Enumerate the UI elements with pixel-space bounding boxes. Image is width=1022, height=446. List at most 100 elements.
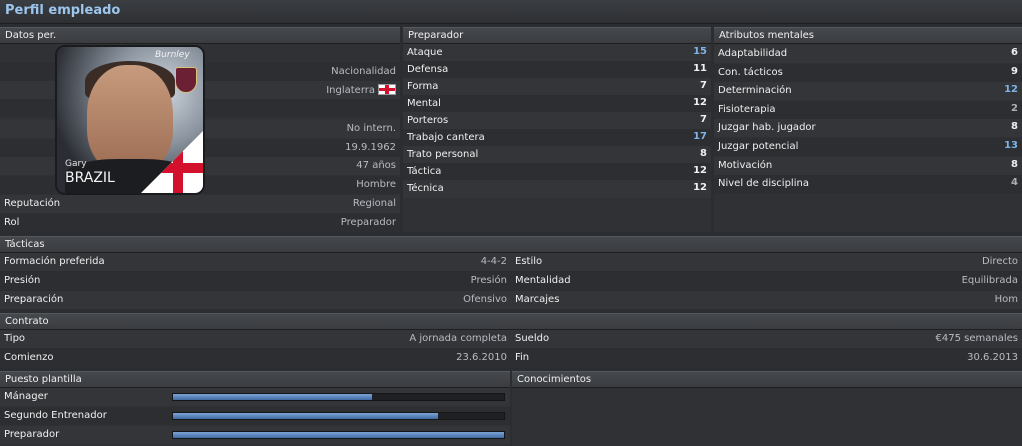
coaching-row: Ataque 15 <box>403 44 711 62</box>
flag-cross-horizontal <box>141 163 203 173</box>
birth-date: 19.9.1962 <box>345 142 396 153</box>
nationality-text: Inglaterra <box>326 85 375 96</box>
contract-row-left: Comienzo 23.6.2010 <box>0 349 511 367</box>
knowledge-header-label: Conocimientos <box>517 374 592 385</box>
coaching-attr-label: Trabajo cantera <box>407 132 485 143</box>
squad-position-row: Mánager <box>0 388 510 406</box>
coaching-attr-value: 15 <box>693 46 707 57</box>
mental-row: Determinación 12 <box>714 82 1022 101</box>
gender: Hombre <box>356 179 396 190</box>
coaching-row: Defensa 11 <box>403 61 711 79</box>
personal-header: Datos per. <box>0 27 400 44</box>
mental-header-label: Atributos mentales <box>719 30 815 41</box>
title-bar: Perfil empleado <box>0 0 1022 24</box>
coaching-row: Trato personal 8 <box>403 146 711 164</box>
staff-photo: Burnley Gary BRAZIL <box>55 45 205 195</box>
club-badge-text: Burnley <box>155 50 190 60</box>
squad-position-header: Puesto plantilla <box>0 371 510 388</box>
coaching-row: Técnica 12 <box>403 180 711 198</box>
tactics-label: Mentalidad <box>515 275 571 286</box>
england-flag-icon <box>378 84 396 95</box>
mental-attr-label: Con. tácticos <box>718 66 783 78</box>
squad-position-row: Segundo Entrenador <box>0 407 510 425</box>
contract-header: Contrato <box>0 313 1022 330</box>
coaching-attr-value: 12 <box>693 165 707 176</box>
mental-row: Nivel de disciplina 4 <box>714 175 1022 194</box>
coaching-attr-value: 12 <box>693 182 707 193</box>
mental-attr-label: Nivel de disciplina <box>718 178 809 190</box>
coaching-attr-value: 7 <box>700 80 707 91</box>
contract-label: Comienzo <box>4 352 54 363</box>
reputation-label: Reputación <box>4 198 61 209</box>
squad-position-bar-fill <box>173 432 504 438</box>
tactics-label: Estilo <box>515 256 543 267</box>
tactics-row-right: Marcajes Hom <box>511 291 1022 309</box>
mental-attr-value: 6 <box>1011 47 1018 58</box>
squad-position-bar <box>172 393 505 401</box>
mental-attr-value: 8 <box>1011 121 1018 133</box>
international-status: No intern. <box>346 123 396 134</box>
tactics-row-right: Estilo Directo <box>511 253 1022 271</box>
mental-attr-value: 2 <box>1011 102 1018 114</box>
tactics-value: Hom <box>994 294 1018 305</box>
squad-position-label: Segundo Entrenador <box>4 410 107 421</box>
coaching-attr-value: 12 <box>693 97 707 108</box>
tactics-label: Presión <box>4 275 41 286</box>
squad-position-header-label: Puesto plantilla <box>5 374 82 385</box>
club-crest-icon <box>175 67 197 93</box>
coaching-header-label: Preparador <box>408 30 464 41</box>
tactics-label: Formación preferida <box>4 256 105 267</box>
coaching-row: Porteros 7 <box>403 112 711 130</box>
mental-attr-label: Juzgar potencial <box>718 141 799 152</box>
mental-row: Motivación 8 <box>714 156 1022 175</box>
coaching-attr-label: Ataque <box>407 47 443 58</box>
contract-value: 30.6.2013 <box>967 352 1018 363</box>
nationality-label: Nacionalidad <box>331 66 396 77</box>
mental-attr-value: 12 <box>1004 84 1018 96</box>
photo-first-name: Gary <box>65 159 87 169</box>
coaching-attr-label: Defensa <box>407 64 449 75</box>
squad-position-bar <box>172 412 505 420</box>
coaching-attr-label: Técnica <box>407 183 444 194</box>
mental-attr-label: Determinación <box>718 85 792 97</box>
contract-value: 23.6.2010 <box>456 352 507 363</box>
coaching-attr-label: Mental <box>407 98 441 109</box>
tactics-header: Tácticas <box>0 236 1022 253</box>
coaching-row: Mental 12 <box>403 95 711 113</box>
mental-row: Juzgar potencial 13 <box>714 138 1022 156</box>
reputation-value: Regional <box>352 198 396 209</box>
contract-value: A jornada completa <box>409 333 507 344</box>
squad-position-label: Mánager <box>4 391 48 402</box>
coaching-attr-value: 17 <box>693 131 707 142</box>
mental-attr-label: Fisioterapia <box>718 103 776 115</box>
contract-row-right: Sueldo €475 semanales <box>511 330 1022 348</box>
mental-row: Fisioterapia 2 <box>714 100 1022 119</box>
role-label: Rol <box>4 217 20 228</box>
coaching-row: Trabajo cantera 17 <box>403 129 711 147</box>
squad-position-bar <box>172 431 505 439</box>
coaching-attr-value: 11 <box>693 63 707 74</box>
age: 47 años <box>356 160 396 171</box>
photo-last-name: BRAZIL <box>65 170 115 186</box>
mental-attr-label: Adaptabilidad <box>718 48 788 59</box>
contract-value: €475 semanales <box>935 333 1018 344</box>
mental-attr-value: 13 <box>1004 140 1018 151</box>
page-title: Perfil empleado <box>5 3 121 18</box>
coaching-attr-label: Forma <box>407 81 439 92</box>
mental-attr-value: 9 <box>1011 65 1018 77</box>
knowledge-header: Conocimientos <box>512 371 1022 388</box>
mental-header: Atributos mentales <box>714 27 1022 44</box>
contract-label: Tipo <box>4 333 26 344</box>
coaching-attr-label: Táctica <box>407 166 442 177</box>
squad-position-bar-fill <box>173 413 438 419</box>
contract-label: Sueldo <box>515 333 550 344</box>
coaching-row: Forma 7 <box>403 78 711 96</box>
nationality-value[interactable]: Inglaterra <box>326 84 396 96</box>
tactics-value: Ofensivo <box>463 294 507 305</box>
contract-row-right: Fin 30.6.2013 <box>511 349 1022 367</box>
mental-row: Juzgar hab. jugador 8 <box>714 119 1022 138</box>
tactics-label: Marcajes <box>515 294 560 305</box>
tactics-row-left: Preparación Ofensivo <box>0 291 511 309</box>
contract-header-label: Contrato <box>5 316 49 327</box>
mental-attr-label: Motivación <box>718 159 773 171</box>
